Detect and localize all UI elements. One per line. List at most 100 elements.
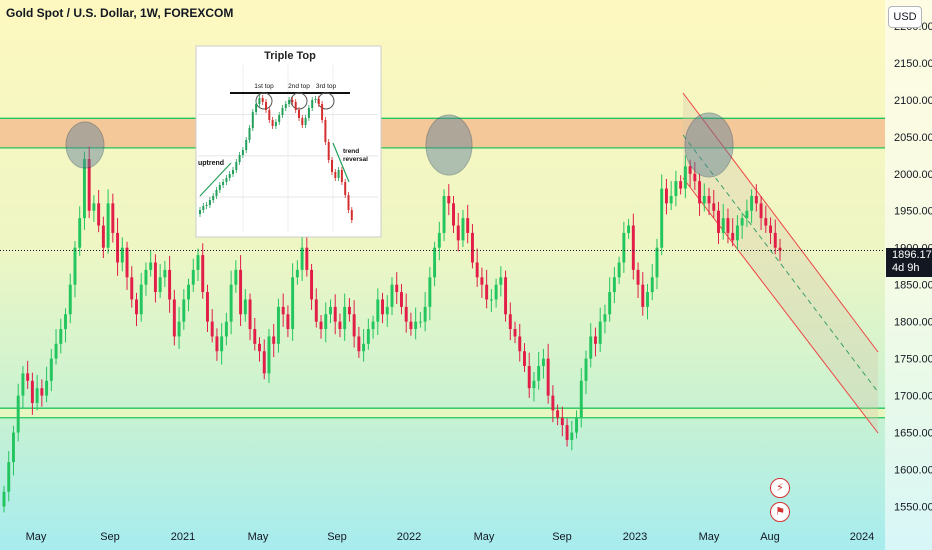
inset-candle-body bbox=[334, 172, 337, 178]
candle-body bbox=[504, 277, 508, 315]
zones-layer bbox=[0, 117, 885, 419]
candle-body bbox=[475, 262, 479, 278]
candle-body bbox=[130, 277, 134, 300]
y-tick-label: 2150.00 bbox=[894, 58, 932, 70]
candle-body bbox=[655, 247, 659, 278]
candle-body bbox=[721, 218, 725, 233]
candle-body bbox=[366, 329, 370, 344]
top-marker-1 bbox=[65, 121, 105, 169]
candle-body bbox=[97, 203, 101, 226]
candle-body bbox=[395, 284, 399, 293]
inset-candle-body bbox=[284, 104, 287, 108]
triple-top-inset: Triple Top 1st top 2nd top 3rd top uptre… bbox=[195, 45, 382, 238]
x-tick-label: Sep bbox=[100, 531, 120, 543]
candle-body bbox=[54, 343, 58, 359]
y-tick-label: 2000.00 bbox=[894, 169, 932, 181]
channel-fill bbox=[683, 93, 878, 433]
candle-body bbox=[712, 203, 716, 211]
candle-body bbox=[494, 284, 498, 300]
candle-body bbox=[16, 395, 20, 433]
candle-body bbox=[21, 373, 25, 396]
candle-body bbox=[537, 366, 541, 381]
candle-body bbox=[243, 299, 247, 315]
y-tick-label: 1550.00 bbox=[894, 502, 932, 514]
support-zone bbox=[0, 408, 885, 418]
candle-body bbox=[362, 343, 366, 352]
candles-layer bbox=[2, 146, 782, 513]
candle-body bbox=[177, 321, 181, 337]
flash-icon[interactable]: ⚡ bbox=[770, 478, 790, 498]
candle-body bbox=[68, 284, 72, 315]
inset-candle-body bbox=[238, 155, 241, 162]
candle-body bbox=[646, 292, 649, 307]
channel-upper-line bbox=[682, 92, 879, 353]
candle-body bbox=[272, 336, 276, 344]
candle-body bbox=[324, 314, 328, 330]
inset-candle-body bbox=[212, 196, 215, 200]
inset-candle-body bbox=[248, 128, 251, 140]
candle-body bbox=[541, 358, 545, 367]
top-marker-2 bbox=[425, 114, 473, 176]
inset-title: Triple Top bbox=[264, 50, 316, 62]
candle-body bbox=[262, 351, 266, 374]
candle-body bbox=[139, 284, 143, 315]
inset-candles bbox=[199, 95, 353, 223]
candle-body bbox=[532, 380, 536, 389]
inset-candle-body bbox=[202, 206, 205, 210]
candle-body bbox=[683, 166, 687, 189]
inset-candle-body bbox=[347, 195, 350, 210]
inset-candle-body bbox=[294, 102, 297, 110]
inset-candle-body bbox=[314, 99, 317, 100]
candle-body bbox=[111, 203, 115, 233]
candle-body bbox=[664, 188, 668, 204]
candle-body bbox=[707, 195, 711, 204]
x-tick-label: May bbox=[474, 531, 495, 543]
candle-body bbox=[314, 299, 318, 322]
candle-body bbox=[376, 299, 380, 322]
candle-body bbox=[329, 306, 332, 315]
candle-body bbox=[125, 247, 129, 278]
candle-body bbox=[30, 380, 34, 403]
channel-layer bbox=[682, 92, 879, 434]
candle-body bbox=[92, 203, 96, 211]
inset-candle-body bbox=[215, 190, 218, 196]
candle-body bbox=[759, 203, 763, 219]
inset-candle-body bbox=[258, 98, 261, 104]
inset-candle-body bbox=[317, 99, 320, 104]
inset-candle-body bbox=[268, 110, 271, 120]
y-tick-label: 1950.00 bbox=[894, 206, 932, 218]
flag-icon[interactable]: ⚑ bbox=[770, 502, 790, 522]
candle-body bbox=[11, 432, 15, 463]
inset-candle-body bbox=[327, 142, 330, 160]
candle-body bbox=[773, 232, 777, 248]
candle-body bbox=[64, 314, 67, 330]
candle-body bbox=[575, 417, 579, 433]
inset-reversal-arrow bbox=[332, 142, 350, 183]
inset-candle-body bbox=[291, 100, 294, 102]
candle-body bbox=[764, 218, 768, 226]
currency-button[interactable]: USD bbox=[888, 6, 922, 28]
inset-uptrend-arrow bbox=[199, 162, 232, 197]
x-tick-label: 2024 bbox=[850, 531, 874, 543]
candle-body bbox=[740, 218, 744, 226]
inset-candle-body bbox=[245, 140, 248, 150]
candle-body bbox=[347, 306, 351, 315]
x-tick-label: Aug bbox=[760, 531, 780, 543]
inset-candle-body bbox=[271, 120, 274, 126]
candle-body bbox=[418, 321, 422, 323]
candle-body bbox=[650, 277, 654, 293]
candle-body bbox=[551, 395, 555, 411]
candle-body bbox=[617, 262, 621, 278]
candle-body bbox=[513, 329, 517, 337]
candle-body bbox=[546, 358, 550, 396]
candle-body bbox=[357, 336, 361, 352]
chart-title: Gold Spot / U.S. Dollar, 1W, FOREXCOM bbox=[6, 6, 234, 20]
inset-candle-body bbox=[225, 178, 228, 182]
candle-body bbox=[589, 336, 593, 359]
candle-body bbox=[750, 195, 754, 211]
x-tick-label: May bbox=[248, 531, 269, 543]
candle-body bbox=[239, 269, 243, 315]
candle-body bbox=[702, 195, 706, 204]
